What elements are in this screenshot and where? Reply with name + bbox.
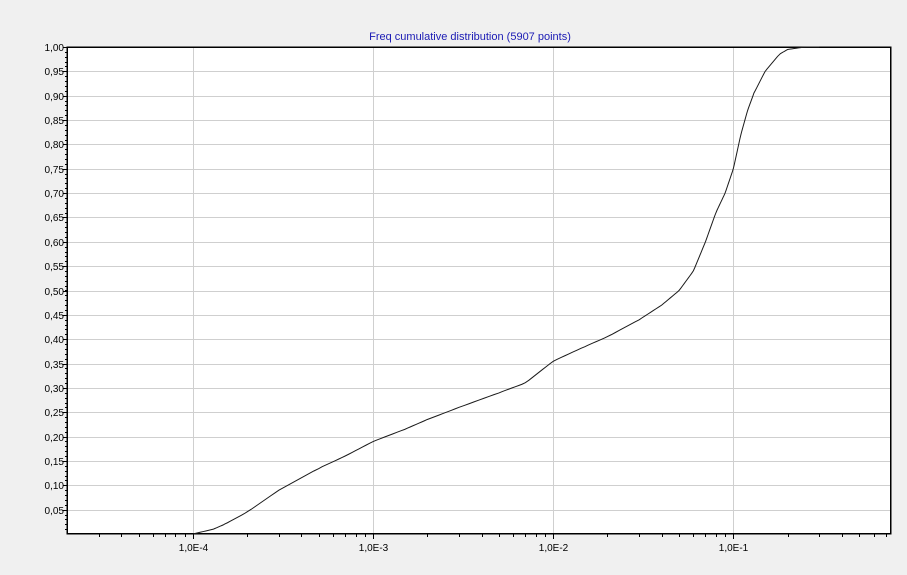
plot-area <box>66 46 892 535</box>
y-tick-label: 0,75 <box>45 165 65 176</box>
cdf-series-line <box>192 46 820 535</box>
y-tick-label: 0,65 <box>45 213 65 224</box>
y-tick-label: 0,20 <box>45 433 65 444</box>
y-tick-label: 0,80 <box>45 140 65 151</box>
gridlines <box>67 47 891 534</box>
series-layer <box>192 46 820 535</box>
y-tick-label: 0,90 <box>45 92 65 103</box>
x-tick-label: 1,0E-3 <box>359 543 389 554</box>
y-tick-label: 0,15 <box>45 457 65 468</box>
y-tick-label: 0,70 <box>45 189 65 200</box>
chart-title: Freq cumulative distribution (5907 point… <box>369 31 571 43</box>
plot-border <box>67 47 891 534</box>
y-tick-label: 0,85 <box>45 116 65 127</box>
y-tick-label: 1,00 <box>45 43 65 54</box>
y-tick-label: 0,30 <box>45 384 65 395</box>
axes: 0,05 0,10 0,15 0,20 0,25 0,30 0,35 0,40 0,45 0,50… <box>45 43 891 554</box>
y-tick-label: 0,50 <box>45 287 65 298</box>
y-tick-label: 0,35 <box>45 360 65 371</box>
y-tick-label: 0,60 <box>45 238 65 249</box>
y-tick-label: 0,55 <box>45 262 65 273</box>
y-tick-label: 0,45 <box>45 311 65 322</box>
y-tick-label: 0,10 <box>45 481 65 492</box>
x-tick-label: 1,0E-4 <box>179 543 209 554</box>
y-tick-label: 0,25 <box>45 408 65 419</box>
x-tick-label: 1,0E-2 <box>539 543 569 554</box>
x-tick-label: 1,0E-1 <box>719 543 749 554</box>
y-tick-label: 0,40 <box>45 335 65 346</box>
y-tick-label: 0,95 <box>45 67 65 78</box>
y-tick-label: 0,05 <box>45 506 65 517</box>
